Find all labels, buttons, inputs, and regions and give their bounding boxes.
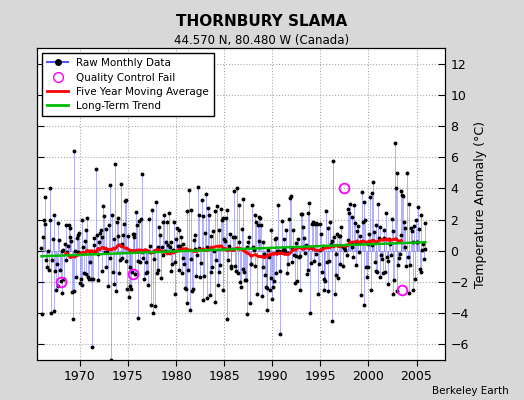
Y-axis label: Temperature Anomaly (°C): Temperature Anomaly (°C) [474,120,487,288]
Legend: Raw Monthly Data, Quality Control Fail, Five Year Moving Average, Long-Term Tren: Raw Monthly Data, Quality Control Fail, … [42,53,214,116]
Text: THORNBURY SLAMA: THORNBURY SLAMA [177,14,347,29]
Text: 44.570 N, 80.480 W (Canada): 44.570 N, 80.480 W (Canada) [174,34,350,47]
Text: Berkeley Earth: Berkeley Earth [432,386,508,396]
